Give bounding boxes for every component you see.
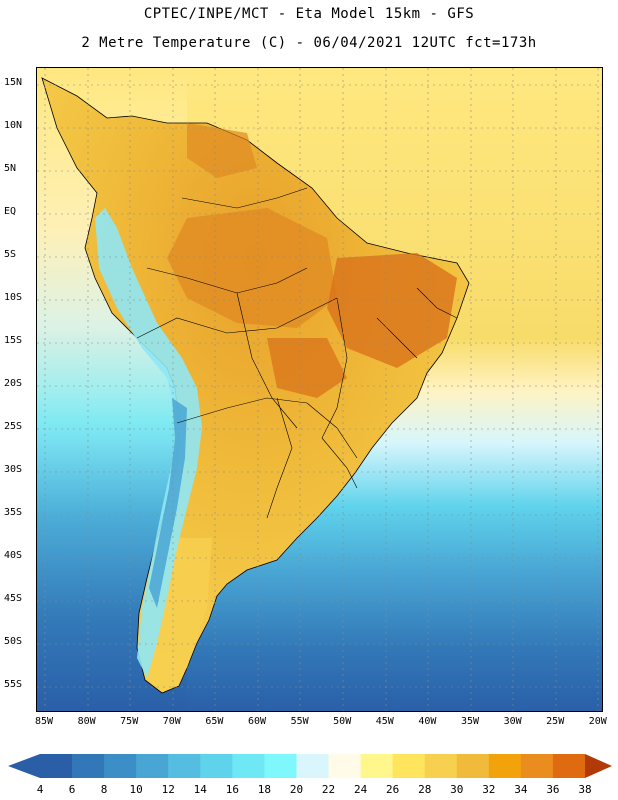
colorbar-label: 18: [257, 783, 272, 796]
colorbar-label: 28: [418, 783, 432, 796]
map-title-line2: 2 Metre Temperature (C) - 06/04/2021 12U…: [81, 35, 537, 51]
lon-tick-label: 85W: [34, 716, 54, 727]
lon-tick-label: 20W: [588, 716, 607, 727]
lat-tick-label: 30S: [4, 464, 23, 475]
colorbar-label: 24: [353, 783, 368, 796]
brazil-hot-zone: [327, 253, 457, 368]
lat-lon-grid: [37, 68, 602, 711]
lon-tick-label: 50W: [333, 716, 352, 727]
colorbar-low-arrow: [8, 754, 40, 778]
colorbar-label: 30: [450, 783, 464, 796]
colorbar-segment: [456, 754, 490, 778]
colorbar-segment: [136, 754, 169, 778]
colorbar-segment: [424, 754, 458, 778]
colorbar-segment: [200, 754, 233, 778]
country-borders: [136, 187, 458, 519]
colorbar-label: 26: [386, 783, 400, 796]
colorbar-high-arrow: [585, 754, 612, 778]
colorbar-segment: [520, 754, 554, 778]
lat-tick-label: 10S: [4, 292, 23, 303]
colorbar-label: 36: [546, 783, 560, 796]
colorbar-segment: [232, 754, 265, 778]
colorbar-label: 16: [225, 783, 239, 796]
colorbar-segment: [552, 754, 586, 778]
colorbar-segment: [104, 754, 137, 778]
colorbar-label: 32: [482, 783, 496, 796]
lat-tick-label: 5N: [4, 163, 17, 174]
colorbar-label: 4: [36, 783, 44, 796]
lat-tick-label: 10N: [4, 120, 23, 131]
lon-tick-label: 35W: [460, 716, 480, 727]
andes-coldest-strip: [149, 398, 187, 608]
colorbar-label: 12: [161, 783, 175, 796]
colorbar-segment: [360, 754, 394, 778]
colorbar-label: 14: [193, 783, 207, 796]
lon-tick-label: 55W: [290, 716, 309, 727]
lon-tick-label: 40W: [418, 716, 437, 727]
colorbar-label: 34: [514, 783, 528, 796]
colorbar-label: 20: [289, 783, 304, 796]
lat-tick-label: 15N: [4, 77, 23, 88]
amazon-hot-zone: [167, 208, 337, 328]
colorbar-segment: [264, 754, 297, 778]
colorbar-segment: [72, 754, 105, 778]
lat-tick-label: 50S: [4, 636, 23, 647]
colorbar-label: 38: [578, 783, 592, 796]
colorbar-label: 10: [129, 783, 143, 796]
lon-tick-label: 80W: [77, 716, 96, 727]
pantanal-hot-zone: [267, 338, 347, 398]
lat-tick-label: 15S: [4, 335, 23, 346]
lon-tick-label: 70W: [162, 716, 181, 727]
colorbar-segment: [328, 754, 362, 778]
lon-tick-label: 25W: [546, 716, 565, 727]
colorbar-label: 6: [68, 783, 76, 796]
colorbar-segment: [168, 754, 201, 778]
colorbar-segment: [392, 754, 426, 778]
temperature-colorbar: [8, 754, 612, 778]
colorbar-label: 22: [321, 783, 336, 796]
map-canvas: [37, 68, 602, 711]
lat-tick-label: 5S: [4, 249, 17, 260]
northern-hot-zone: [187, 123, 257, 178]
lat-tick-label: 45S: [4, 593, 23, 604]
lat-tick-label: 35S: [4, 507, 23, 518]
lat-tick-label: EQ: [4, 206, 17, 217]
colorbar-segment: [296, 754, 330, 778]
lon-tick-label: 30W: [503, 716, 522, 727]
lon-tick-label: 75W: [120, 716, 139, 727]
lat-tick-label: 40S: [4, 550, 23, 561]
lon-tick-label: 45W: [375, 716, 394, 727]
colorbar-label: 8: [100, 783, 108, 796]
lat-tick-label: 25S: [4, 421, 23, 432]
lat-tick-label: 20S: [4, 378, 23, 389]
map-title-line1: CPTEC/INPE/MCT - Eta Model 15km - GFS: [143, 6, 475, 22]
temperature-map[interactable]: [36, 67, 603, 712]
colorbar-segment: [40, 754, 73, 778]
lat-tick-label: 55S: [4, 679, 23, 690]
lon-tick-label: 60W: [247, 716, 267, 727]
lon-tick-label: 65W: [205, 716, 224, 727]
colorbar-segment: [488, 754, 522, 778]
